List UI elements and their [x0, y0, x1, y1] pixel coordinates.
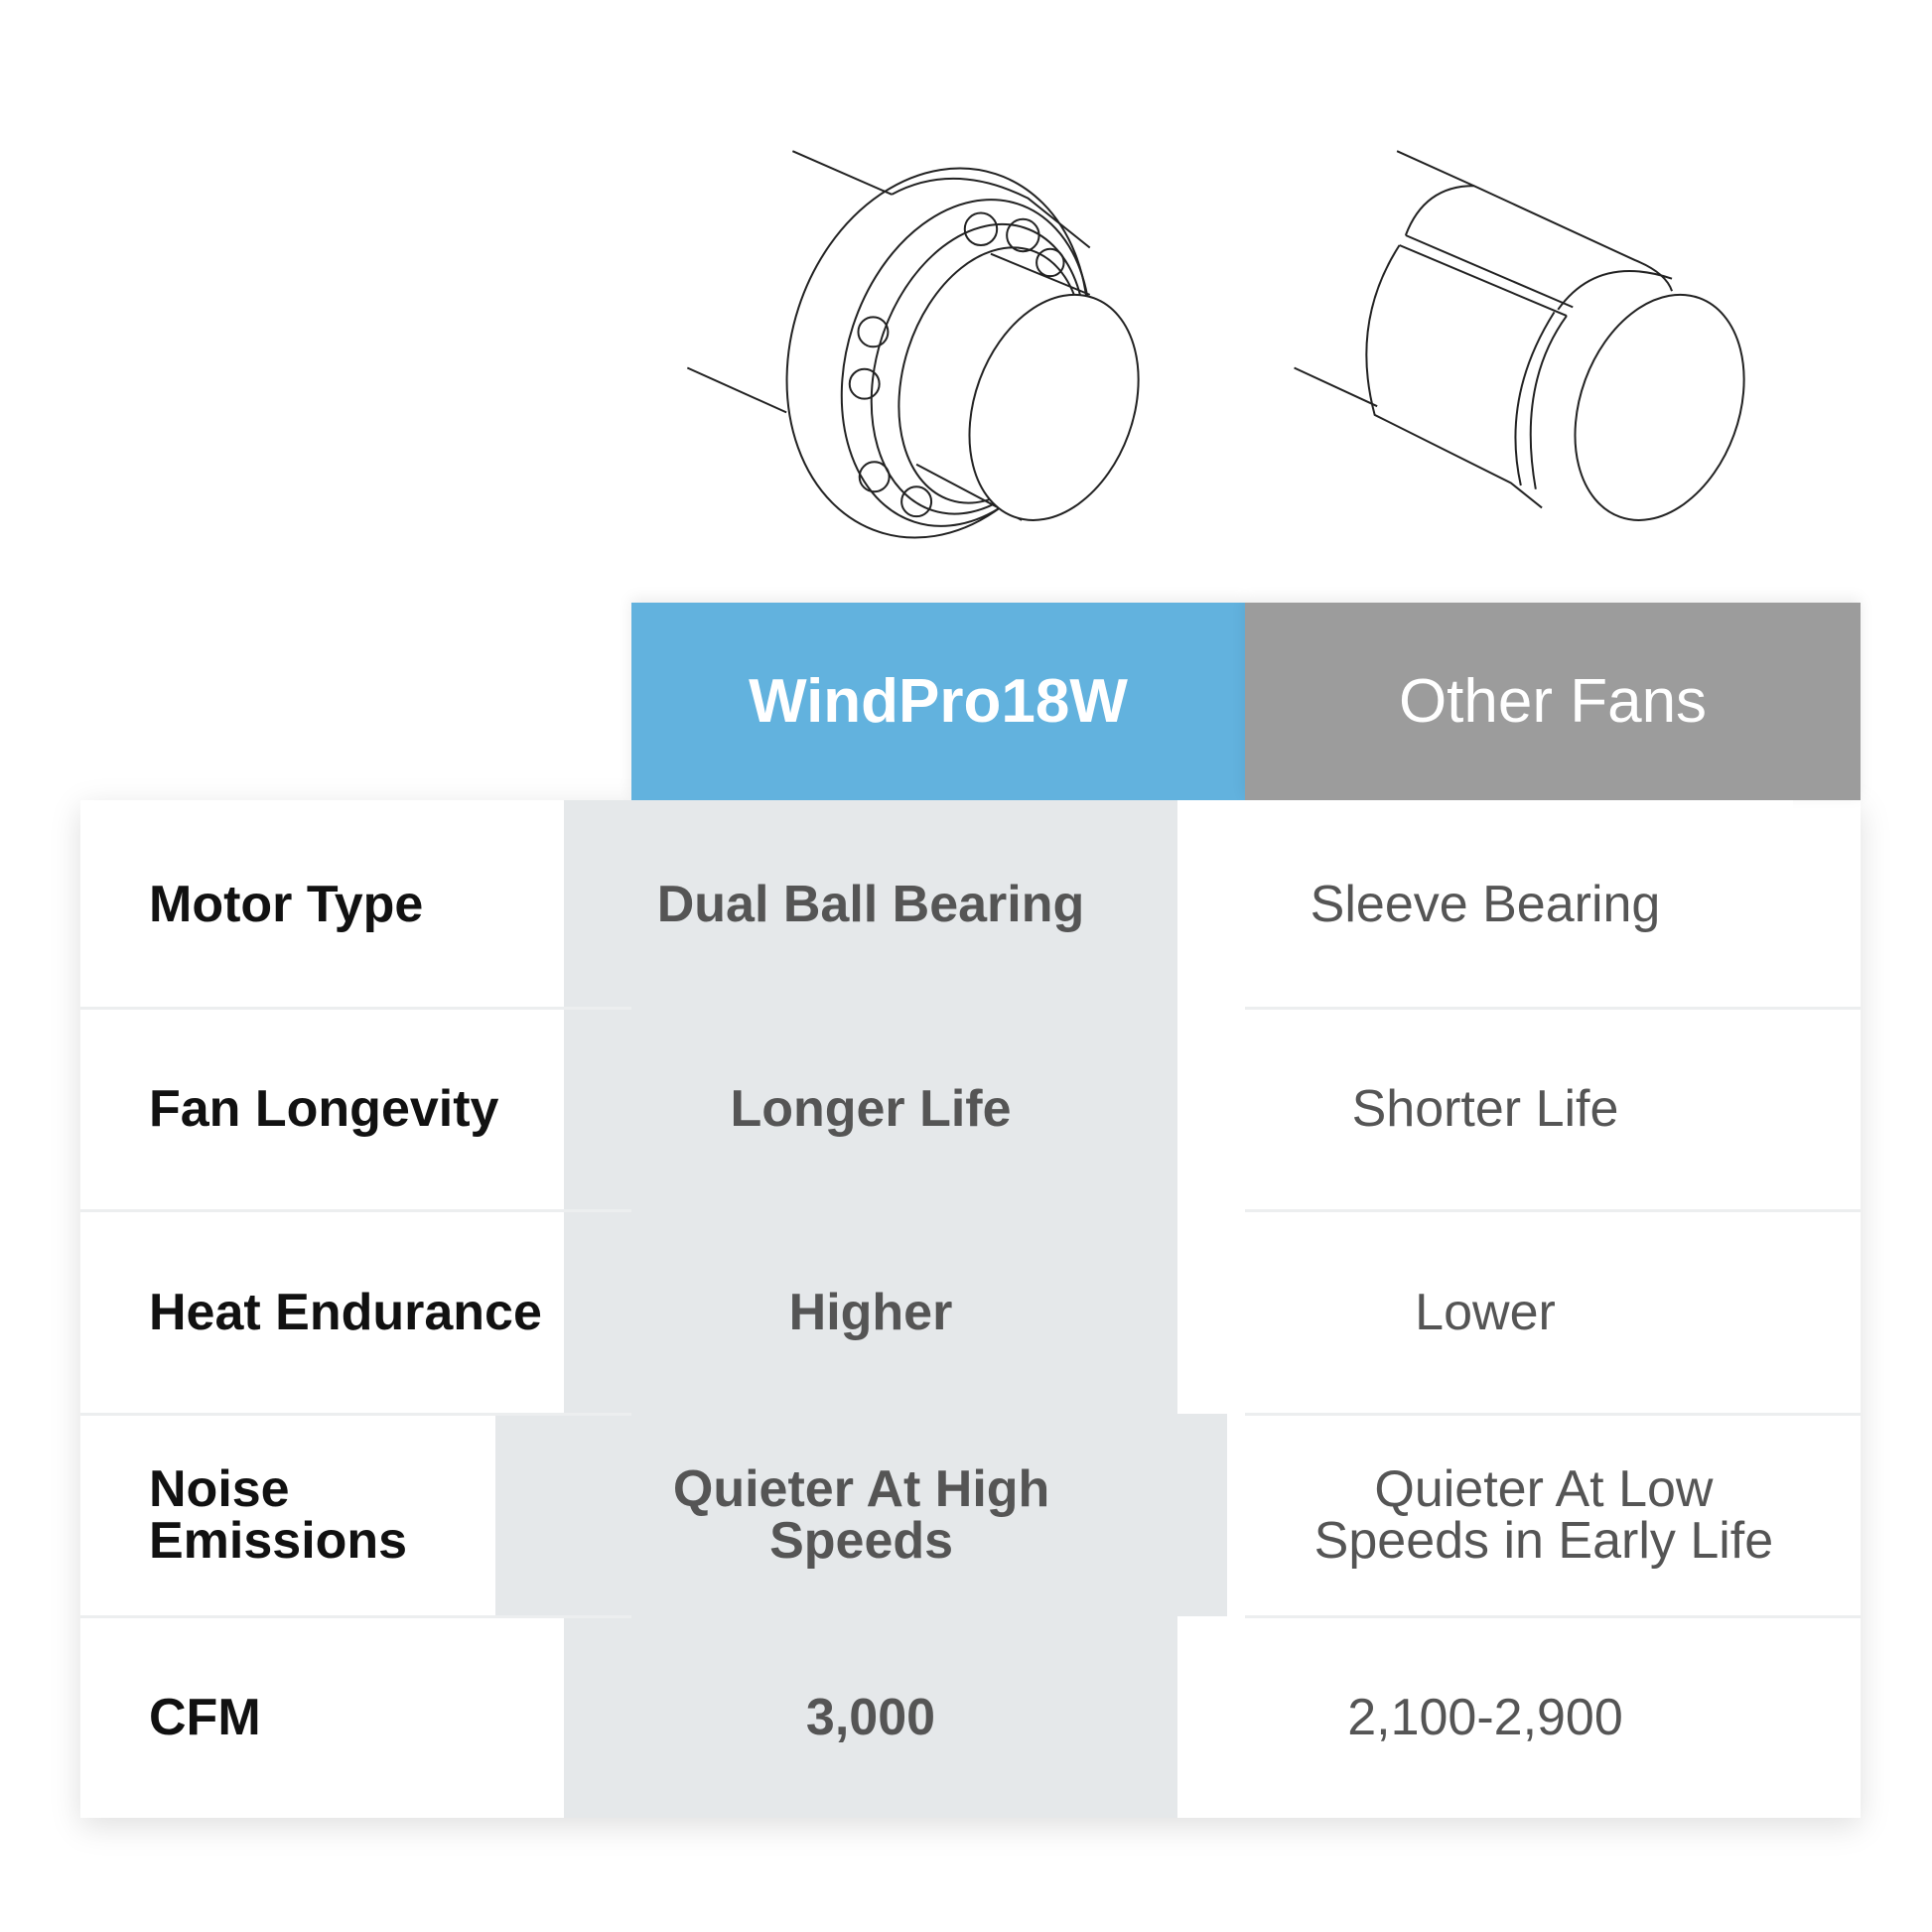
row-divider [1245, 1615, 1861, 1618]
windpro-value: Higher [564, 1210, 1177, 1414]
row-label: CFM [80, 1616, 564, 1818]
header-other-fans: Other Fans [1245, 603, 1861, 800]
windpro-value: Dual Ball Bearing [564, 800, 1177, 1008]
other-value: Lower [1177, 1210, 1793, 1414]
row-divider [80, 1209, 631, 1212]
row-divider [1245, 1413, 1861, 1416]
other-value: Quieter At Low Speeds in Early Life [1226, 1414, 1862, 1616]
other-value: Sleeve Bearing [1177, 800, 1793, 1008]
windpro-value: Longer Life [564, 1008, 1177, 1210]
windpro-value: Quieter At High Speeds [495, 1414, 1227, 1616]
other-value: Shorter Life [1177, 1008, 1793, 1210]
row-label: Noise Emissions [80, 1414, 496, 1616]
sleeve-bearing-drawing-icon [1294, 150, 1745, 521]
row-divider [80, 1413, 631, 1416]
other-value: 2,100-2,900 [1177, 1616, 1793, 1818]
table-row: CFM 3,000 2,100-2,900 [80, 1616, 1861, 1818]
table-row: Noise Emissions Quieter At High Speeds Q… [80, 1414, 1862, 1616]
row-divider [80, 1007, 631, 1010]
row-divider [80, 1615, 631, 1618]
header-windpro: WindPro18W [631, 603, 1245, 800]
table-row: Fan Longevity Longer Life Shorter Life [80, 1008, 1861, 1210]
windpro-value: 3,000 [564, 1616, 1177, 1818]
row-divider [1245, 1007, 1861, 1010]
row-label: Heat Endurance [80, 1210, 564, 1414]
row-divider [1245, 1209, 1861, 1212]
row-label: Motor Type [80, 800, 564, 1008]
ball-bearing-drawing-icon [686, 150, 1140, 539]
row-label: Fan Longevity [80, 1008, 564, 1210]
table-row: Motor Type Dual Ball Bearing Sleeve Bear… [80, 800, 1861, 1008]
table-row: Heat Endurance Higher Lower [80, 1210, 1861, 1414]
